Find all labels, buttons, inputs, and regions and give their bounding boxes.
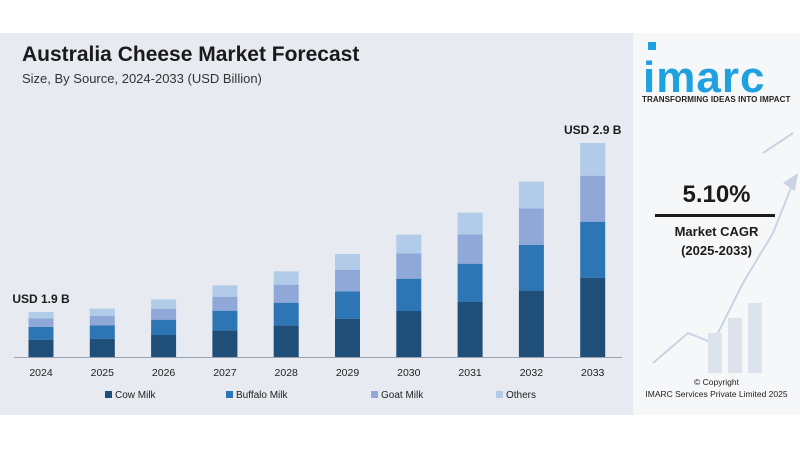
bar-segment-cow-milk [273, 325, 299, 357]
bar-segment-others [580, 143, 606, 176]
bar-segment-goat-milk [518, 208, 544, 245]
bar-segment-others [151, 299, 177, 309]
bar-segment-goat-milk [396, 253, 422, 279]
imarc-logo: imarc [643, 53, 766, 102]
stacked-bar-chart: 2024 2025 2026 2027 2028 2029 2030 2031 2032 2033… [12, 123, 622, 401]
x-tick-label: 2029 [336, 367, 360, 379]
bar-segment-buffalo-milk [28, 327, 54, 340]
x-tick-label: 2033 [581, 367, 605, 379]
bar-segment-buffalo-milk [457, 263, 483, 302]
x-tick-label: 2024 [29, 367, 53, 379]
cagr-divider [655, 214, 775, 217]
cagr-range: (2025-2033) [681, 243, 752, 258]
bar-segment-cow-milk [580, 277, 606, 357]
bar-segment-others [212, 285, 238, 297]
brand-panel: imarc TRANSFORMING IDEAS INTO IMPACT 5.1… [633, 33, 800, 415]
bar-segment-goat-milk [457, 234, 483, 264]
bar-segment-buffalo-milk [518, 245, 544, 291]
x-tick-label: 2026 [152, 367, 176, 379]
bar-total-annotation: USD 1.9 B [12, 292, 70, 306]
bar-segment-goat-milk [151, 308, 177, 320]
bar-segment-cow-milk [151, 335, 177, 357]
bar-segment-buffalo-milk [273, 302, 299, 326]
infographic-card: 2024 2025 2026 2027 2028 2029 2030 2031 2032 2033… [0, 33, 800, 415]
bar-segment-others [518, 181, 544, 209]
x-tick-label: 2031 [458, 367, 482, 379]
legend-label: Goat Milk [381, 390, 424, 401]
bar-segment-goat-milk [273, 284, 299, 303]
bar-segment-others [396, 234, 422, 254]
bar-segment-goat-milk [335, 270, 360, 292]
bar-total-annotation: USD 2.9 B [564, 123, 622, 137]
x-tick-label: 2032 [520, 367, 544, 379]
bar-segment-goat-milk [580, 175, 606, 222]
legend-swatch [371, 391, 378, 398]
bar-segment-buffalo-milk [212, 310, 238, 331]
bar-segment-cow-milk [89, 338, 115, 357]
bar-segment-buffalo-milk [89, 325, 115, 339]
bar-segment-cow-milk [335, 318, 360, 357]
copyright-line-1: © Copyright [693, 377, 739, 387]
bar-segment-goat-milk [212, 296, 238, 311]
legend-swatch [226, 391, 233, 398]
bar-segment-buffalo-milk [580, 221, 606, 278]
chart-title: Australia Cheese Market Forecast [22, 43, 360, 66]
cagr-value: 5.10% [682, 181, 751, 208]
legend-swatch [105, 391, 112, 398]
bar-segment-buffalo-milk [396, 278, 422, 311]
x-tick-label: 2030 [397, 367, 421, 379]
legend-swatch [496, 391, 503, 398]
bar-segment-others [273, 271, 299, 285]
bar-segment-goat-milk [28, 318, 54, 327]
x-tick-label: 2025 [91, 367, 115, 379]
bar-segment-cow-milk [518, 291, 544, 357]
logo-tagline: TRANSFORMING IDEAS INTO IMPACT [642, 95, 791, 104]
x-tick-label: 2028 [275, 367, 299, 379]
logo-dot [648, 42, 656, 50]
legend-label: Buffalo Milk [236, 390, 289, 401]
bar-segment-goat-milk [89, 316, 115, 326]
decorative-chart-background [652, 132, 798, 373]
bar-segment-others [335, 254, 360, 270]
chart-panel: 2024 2025 2026 2027 2028 2029 2030 2031 2032 2033… [0, 33, 633, 415]
chart-subtitle: Size, By Source, 2024-2033 (USD Billion) [22, 71, 262, 86]
bar-segment-cow-milk [396, 311, 422, 357]
bar-segment-others [457, 212, 483, 235]
bar-segment-buffalo-milk [335, 291, 360, 319]
bar-segment-buffalo-milk [151, 319, 177, 335]
copyright-line-2: IMARC Services Private Limited 2025 [645, 389, 788, 399]
cagr-label: Market CAGR [674, 224, 759, 239]
bar-segment-others [89, 308, 115, 316]
bar-segment-others [28, 312, 54, 319]
bar-segment-cow-milk [457, 302, 483, 357]
legend-label: Others [506, 390, 536, 401]
x-tick-label: 2027 [213, 367, 237, 379]
bar-segment-cow-milk [212, 330, 238, 357]
bar-segment-cow-milk [28, 339, 54, 357]
legend-label: Cow Milk [115, 390, 157, 401]
